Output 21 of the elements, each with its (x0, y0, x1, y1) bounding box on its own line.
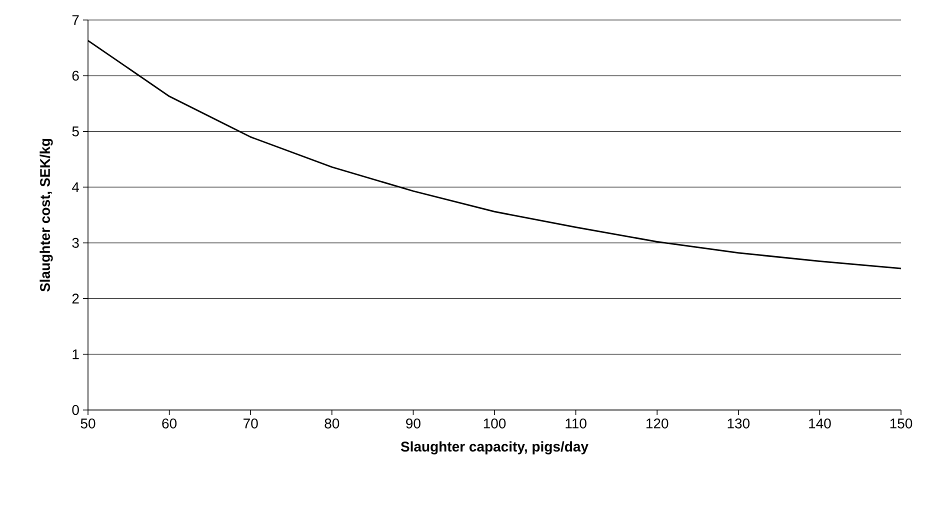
y-tick-label: 2 (72, 294, 79, 304)
x-tick-label: 70 (244, 418, 258, 428)
x-tick-label: 60 (162, 418, 177, 428)
x-tick-label: 150 (890, 418, 912, 428)
x-tick-label: 110 (566, 418, 586, 428)
y-tick-label: 5 (72, 126, 79, 136)
x-tick-label: 90 (406, 418, 420, 428)
y-tick-label: 1 (72, 349, 79, 360)
x-tick-label: 130 (728, 418, 750, 428)
x-tick-label: 80 (324, 418, 340, 428)
y-tick-label: 6 (72, 70, 79, 81)
y-axis-title: Slaughter cost, SEK/kg (40, 138, 53, 292)
y-tick-label: 0 (72, 405, 79, 415)
x-tick-label: 100 (484, 418, 506, 428)
y-tick-label: 3 (72, 238, 79, 248)
x-tick-label: 50 (80, 418, 96, 428)
x-tick-label: 140 (809, 418, 831, 428)
y-tick-label: 7 (72, 15, 79, 25)
y-tick-label: 4 (72, 182, 80, 192)
x-axis-title: Slaughter capacity, pigs/day (400, 441, 588, 454)
x-tick-label: 120 (646, 418, 668, 428)
